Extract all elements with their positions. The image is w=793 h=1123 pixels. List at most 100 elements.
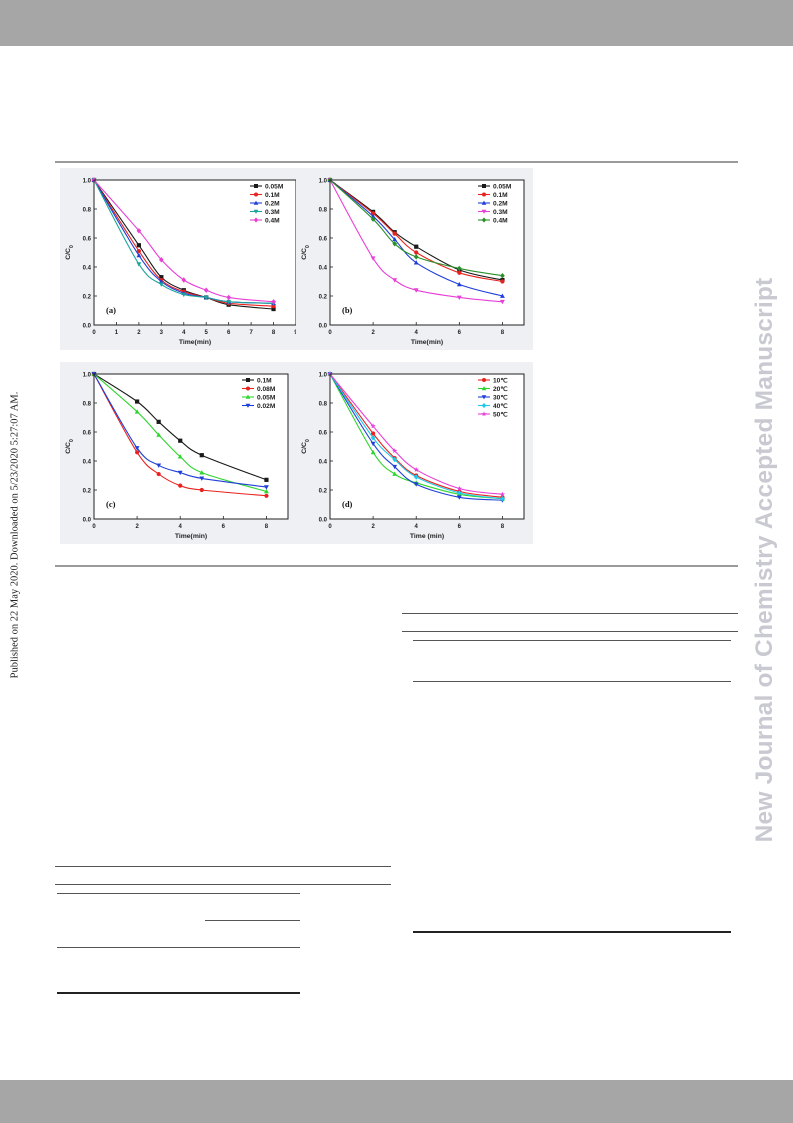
- data-point: [413, 474, 419, 480]
- data-point: [156, 463, 162, 468]
- data-point: [499, 491, 506, 497]
- table-rule: [55, 866, 391, 867]
- y-tick-label: 0.4: [83, 460, 92, 466]
- data-point: [178, 438, 183, 443]
- page-footer-bar: [0, 1080, 793, 1123]
- legend-entry: 10℃: [493, 376, 508, 384]
- legend-entry: 0.2M: [265, 200, 280, 207]
- y-tick-label: 0.0: [83, 518, 92, 524]
- data-point: [156, 432, 162, 437]
- table-rule: [413, 640, 731, 641]
- y-tick-label: 0.6: [319, 237, 328, 243]
- table-rule: [57, 893, 300, 894]
- chart-d: 0.0 0.2 0.4 0.6 0.8 1.0 0 2 4 6 8 10℃20℃30℃40℃50℃ (d…: [296, 362, 533, 544]
- data-point: [500, 279, 505, 284]
- data-point: [500, 299, 505, 305]
- legend-marker: [482, 192, 486, 197]
- data-point: [392, 278, 398, 283]
- legend-marker: [245, 403, 251, 408]
- chart-b: 0.0 0.2 0.4 0.6 0.8 1.0 0 2 4 6 8 0.05M 0.1M0.2M 0.3M…: [296, 168, 533, 350]
- data-point: [456, 495, 462, 500]
- legend-entry: 40℃: [493, 402, 508, 410]
- series-line: [329, 373, 503, 500]
- x-tick-label: 6: [227, 330, 231, 336]
- chart-panel-a: 0.00.20.40.60.81.001234567890.05M0.1M0.2…: [60, 168, 305, 350]
- x-tick-label: 3: [160, 330, 164, 336]
- y-tick-label: 0.2: [83, 295, 92, 301]
- data-point: [159, 257, 164, 263]
- data-point: [370, 216, 376, 222]
- y-tick-label: 0.0: [319, 518, 328, 524]
- y-tick-label: 0.8: [319, 208, 328, 214]
- x-tick-label: 2: [135, 524, 139, 530]
- y-axis-label: C/C0: [65, 439, 75, 454]
- data-point: [413, 254, 419, 260]
- series-b-5: [327, 177, 505, 279]
- y-tick-label: 0.6: [83, 431, 92, 437]
- x-axis-label: Time(min): [179, 339, 211, 346]
- y-tick-label: 1.0: [319, 179, 328, 185]
- series-line: [93, 373, 267, 481]
- x-tick-label: 1: [115, 330, 119, 336]
- data-point: [370, 213, 376, 219]
- series-line: [329, 179, 503, 281]
- series-line: [329, 179, 503, 283]
- page-header-bar: [0, 0, 793, 46]
- data-point: [134, 409, 140, 414]
- data-point: [392, 236, 398, 242]
- y-tick-label: 0.4: [319, 266, 328, 272]
- legend-marker: [253, 200, 259, 205]
- y-tick-label: 0.6: [319, 431, 328, 437]
- legend-entry: 0.1M: [493, 192, 508, 199]
- data-point: [203, 287, 209, 293]
- y-tick-label: 0.0: [319, 324, 328, 330]
- series-c-4: [91, 372, 269, 490]
- series-line: [93, 373, 267, 488]
- legend-marker: [481, 395, 487, 400]
- legend-marker: [481, 209, 487, 214]
- x-tick-label: 4: [182, 330, 186, 336]
- legend-entry: 20℃: [493, 385, 508, 393]
- data-point: [199, 487, 204, 493]
- x-tick-label: 4: [415, 524, 419, 530]
- y-tick-label: 0.8: [83, 208, 92, 214]
- y-tick-label: 1.0: [319, 373, 328, 379]
- y-tick-label: 1.0: [83, 179, 92, 185]
- data-point: [226, 294, 231, 301]
- data-point: [392, 471, 398, 476]
- legend-entry: 0.1M: [257, 377, 272, 384]
- series-line: [329, 373, 503, 500]
- data-point: [181, 292, 187, 298]
- data-point: [414, 250, 419, 255]
- legend-entry: 0.4M: [265, 217, 280, 224]
- legend-entry: 0.2M: [493, 200, 508, 207]
- panel-label: (a): [106, 305, 116, 315]
- legend-entry: 0.05M: [493, 183, 512, 190]
- data-point: [177, 454, 183, 459]
- x-tick-label: 7: [249, 330, 253, 336]
- data-point: [264, 477, 269, 482]
- legend-marker: [254, 192, 258, 197]
- plot-frame: [329, 179, 525, 326]
- legend-marker: [246, 386, 250, 391]
- data-point: [158, 282, 164, 287]
- y-tick-label: 0.4: [319, 460, 328, 466]
- data-point: [500, 293, 505, 298]
- data-point: [457, 270, 462, 275]
- data-point: [456, 485, 462, 491]
- data-point: [199, 470, 205, 475]
- data-point: [413, 260, 419, 265]
- plot-frame: [329, 373, 525, 520]
- x-axis-label: Time (min): [410, 533, 444, 540]
- data-point: [370, 435, 376, 441]
- data-point: [264, 493, 269, 498]
- data-point: [159, 275, 164, 280]
- y-axis-label: C/C0: [301, 245, 311, 260]
- data-point: [135, 450, 140, 455]
- data-point: [136, 228, 142, 234]
- data-point: [500, 273, 505, 279]
- data-point: [181, 277, 187, 283]
- legend-entry: 0.02M: [257, 403, 276, 410]
- panel-label: (d): [342, 499, 353, 509]
- data-point: [392, 464, 398, 470]
